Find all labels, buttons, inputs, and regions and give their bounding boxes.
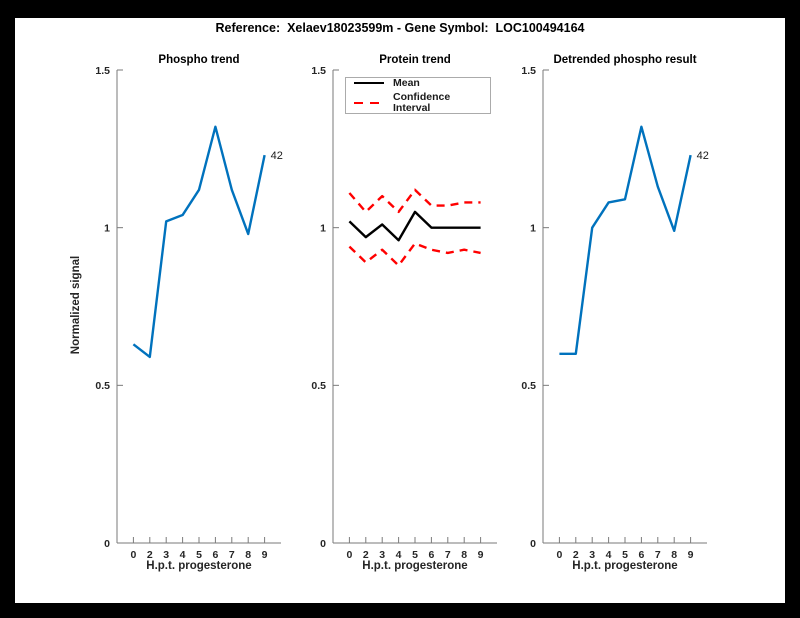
svg-text:7: 7 [229, 549, 235, 561]
svg-text:1: 1 [320, 222, 326, 234]
svg-text:8: 8 [245, 549, 251, 561]
figure-title: Reference: Xelaev18023599m - Gene Symbol… [215, 21, 585, 35]
subplot-title-detrended-phospho: Detrended phospho result [553, 54, 697, 66]
y-axis-label: Normalized signal [70, 255, 82, 355]
svg-text:6: 6 [428, 549, 434, 561]
svg-text:42: 42 [271, 150, 283, 162]
svg-text:8: 8 [461, 549, 467, 561]
x-axis-label-protein: H.p.t. progesterone [362, 560, 468, 572]
svg-text:6: 6 [212, 549, 218, 561]
protein-trend-plot: 00.511.50 2 3 4 5 6 7 8 9 [311, 65, 497, 561]
svg-text:9: 9 [478, 549, 484, 561]
svg-text:0.5: 0.5 [95, 380, 110, 392]
x-axis-label-phospho: H.p.t. progesterone [146, 560, 252, 572]
svg-text:7: 7 [655, 549, 661, 561]
subplot-title-phospho-trend: Phospho trend [158, 54, 240, 66]
legend-label-confidence-interval: Confidence Interval [393, 91, 451, 114]
svg-text:3: 3 [589, 549, 595, 561]
svg-text:8: 8 [671, 549, 677, 561]
svg-text:3: 3 [379, 549, 385, 561]
subplot-title-protein-trend: Protein trend [379, 54, 451, 66]
legend: Mean Confidence Interval [345, 77, 491, 114]
svg-text:0: 0 [104, 538, 110, 550]
legend-item-confidence-interval: Confidence Interval [354, 92, 490, 113]
svg-text:9: 9 [688, 549, 694, 561]
confidence-interval-line-sample [354, 101, 384, 104]
x-axis-label-detrended: H.p.t. progesterone [572, 560, 678, 572]
svg-text:0.5: 0.5 [311, 380, 326, 392]
svg-text:0: 0 [530, 538, 536, 550]
legend-label-mean: Mean [393, 76, 420, 89]
svg-text:2: 2 [573, 549, 579, 561]
svg-text:3: 3 [163, 549, 169, 561]
svg-text:0: 0 [556, 549, 562, 561]
svg-text:2: 2 [363, 549, 369, 561]
svg-text:0.5: 0.5 [521, 380, 536, 392]
svg-text:9: 9 [262, 549, 268, 561]
svg-text:5: 5 [412, 549, 418, 561]
svg-text:0: 0 [346, 549, 352, 561]
svg-text:1: 1 [104, 222, 110, 234]
svg-text:1.5: 1.5 [95, 65, 110, 77]
svg-text:0: 0 [320, 538, 326, 550]
detrended-phospho-plot: 00.511.50 2 3 4 5 6 7 8 942 [521, 65, 709, 561]
svg-text:4: 4 [396, 549, 402, 561]
svg-text:1: 1 [530, 222, 536, 234]
svg-text:5: 5 [196, 549, 202, 561]
svg-text:7: 7 [445, 549, 451, 561]
svg-text:4: 4 [180, 549, 186, 561]
svg-text:1.5: 1.5 [311, 65, 326, 77]
svg-text:2: 2 [147, 549, 153, 561]
svg-text:6: 6 [638, 549, 644, 561]
svg-text:0: 0 [130, 549, 136, 561]
svg-text:4: 4 [606, 549, 612, 561]
svg-text:42: 42 [697, 150, 709, 162]
legend-item-mean: Mean [354, 78, 490, 89]
svg-text:5: 5 [622, 549, 628, 561]
figure-paper: Reference: Xelaev18023599m - Gene Symbol… [15, 18, 785, 603]
svg-text:1.5: 1.5 [521, 65, 536, 77]
mean-line-sample [354, 81, 384, 85]
phospho-trend-plot: 00.511.50 2 3 4 5 6 7 8 942 [95, 65, 283, 561]
